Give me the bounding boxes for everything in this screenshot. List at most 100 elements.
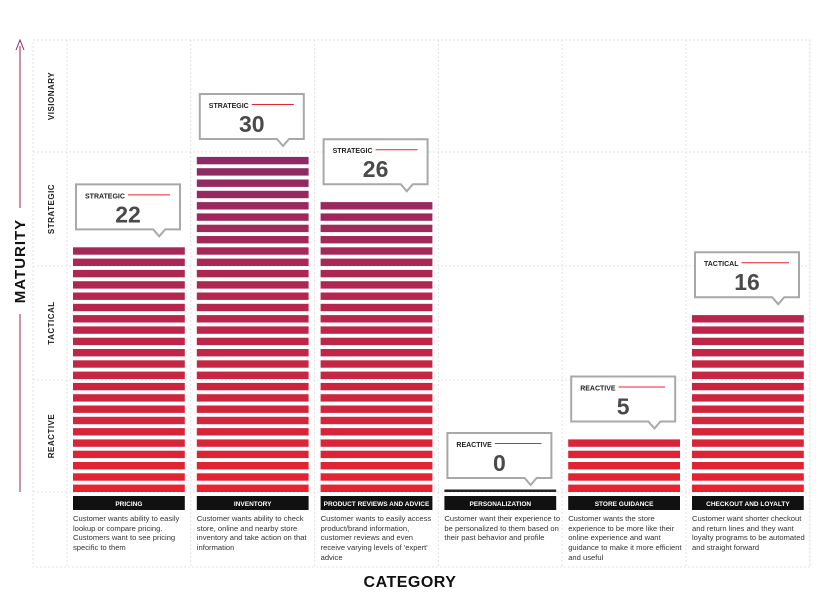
- bar-segment: [73, 269, 185, 278]
- bar-segment: [196, 168, 309, 176]
- bars: [73, 156, 804, 492]
- bar-segment: [320, 462, 433, 470]
- bar-segment: [320, 473, 433, 481]
- value-callouts: STRATEGIC22STRATEGIC30STRATEGIC26REACTIV…: [75, 93, 800, 487]
- bar-segment: [196, 303, 309, 312]
- bar-segment: [196, 292, 309, 300]
- bar-segment: [73, 439, 185, 447]
- category-label: STORE GUIDANCE: [595, 501, 654, 508]
- bar-segment: [73, 450, 185, 459]
- bar-segment: [73, 337, 185, 346]
- y-axis-arrowhead: [15, 38, 25, 51]
- bar-segment: [320, 428, 433, 436]
- callout-box: [446, 432, 553, 487]
- bar-segment: [320, 202, 433, 210]
- bar-segment: [196, 360, 309, 368]
- bar-segment: [73, 281, 185, 289]
- bar-segment: [320, 326, 433, 334]
- bar-segment: [320, 224, 433, 233]
- bar-segment: [692, 416, 804, 425]
- category-label-bg: [196, 496, 309, 510]
- callout-box: [694, 251, 800, 306]
- category-label-bg: [320, 496, 433, 510]
- bar-segment: [692, 326, 804, 334]
- bar-segment: [196, 473, 309, 481]
- bar-segment: [320, 303, 433, 312]
- maturity-axis: MATURITY: [11, 38, 29, 492]
- callout-value: 5: [617, 394, 630, 420]
- callout-value: 30: [239, 111, 265, 137]
- category-label: CHECKOUT AND LOYALTY: [706, 501, 790, 508]
- bar-segment: [196, 337, 309, 346]
- callout-box: [75, 183, 181, 238]
- bar-segment: [320, 371, 433, 379]
- bar-segment: [196, 247, 309, 255]
- category-description: Customer want shorter checkout and retur…: [692, 514, 805, 553]
- callout-box: [570, 375, 677, 431]
- bar-segment: [320, 416, 433, 425]
- bar-segment: [692, 349, 804, 357]
- bar-segment: [196, 202, 309, 210]
- bar-segment: [320, 394, 433, 402]
- bar-segment: [196, 269, 309, 278]
- bar-segment: [320, 281, 433, 289]
- bar-segment: [568, 473, 680, 481]
- category-description: Customer wants ability to easily lookup …: [73, 514, 180, 553]
- bar-segment: [692, 337, 804, 346]
- bar-segment: [73, 349, 185, 357]
- callout-value: 26: [363, 156, 389, 182]
- bar-segment: [692, 462, 804, 470]
- bar-segment: [196, 462, 309, 470]
- bar-segment: [320, 258, 433, 266]
- bar-segment: [196, 224, 309, 233]
- bar-segment: [692, 473, 804, 481]
- bar-segment: [692, 382, 804, 391]
- callout-level: REACTIVE: [456, 442, 492, 449]
- bar-segment: [73, 360, 185, 368]
- maturity-level-reactive: REACTIVE: [47, 414, 56, 459]
- category-description: Customer want their experience to be per…: [444, 514, 561, 543]
- x-axis-title: CATEGORY: [363, 574, 457, 591]
- bar-segment: [196, 405, 309, 413]
- bar-product-reviews-and-advice: [320, 202, 433, 492]
- category-label-bg: [568, 496, 680, 510]
- bar-segment: [568, 462, 680, 470]
- callout-level: STRATEGIC: [85, 193, 125, 200]
- bar-segment: [73, 428, 185, 436]
- callout-value: 0: [493, 450, 506, 476]
- bar-segment: [196, 190, 309, 199]
- bar-segment: [73, 462, 185, 470]
- bar-segment: [320, 360, 433, 368]
- bar-segment: [320, 405, 433, 413]
- callout-value: 22: [115, 201, 141, 227]
- bar-segment: [73, 247, 185, 255]
- bar-segment: [196, 371, 309, 379]
- bar-segment: [320, 247, 433, 255]
- maturity-level-tactical: TACTICAL: [47, 301, 56, 344]
- callout-level: STRATEGIC: [333, 148, 373, 155]
- bar-segment: [196, 315, 309, 323]
- bar-segment: [196, 484, 309, 492]
- callout-level: STRATEGIC: [209, 103, 249, 110]
- callout-box: [322, 138, 429, 193]
- bar-segment: [73, 258, 185, 266]
- category-description: Customer wants ability to check store, o…: [196, 514, 307, 553]
- bar-segment: [692, 450, 804, 459]
- bar-segment: [196, 326, 309, 334]
- bar-segment: [73, 315, 185, 323]
- y-axis-title: MATURITY: [12, 219, 29, 303]
- bar-segment: [320, 269, 433, 278]
- category-label-bg: [444, 496, 557, 510]
- bar-inventory: [196, 156, 309, 492]
- category-label: PRODUCT REVIEWS AND ADVICE: [324, 501, 430, 508]
- bar-segment: [196, 179, 309, 187]
- bar-segment: [196, 416, 309, 425]
- bar-segment: [73, 484, 185, 492]
- bar-segment: [196, 450, 309, 459]
- bar-segment: [196, 439, 309, 447]
- category-label-bg: [692, 496, 804, 510]
- bar-segment: [568, 439, 680, 447]
